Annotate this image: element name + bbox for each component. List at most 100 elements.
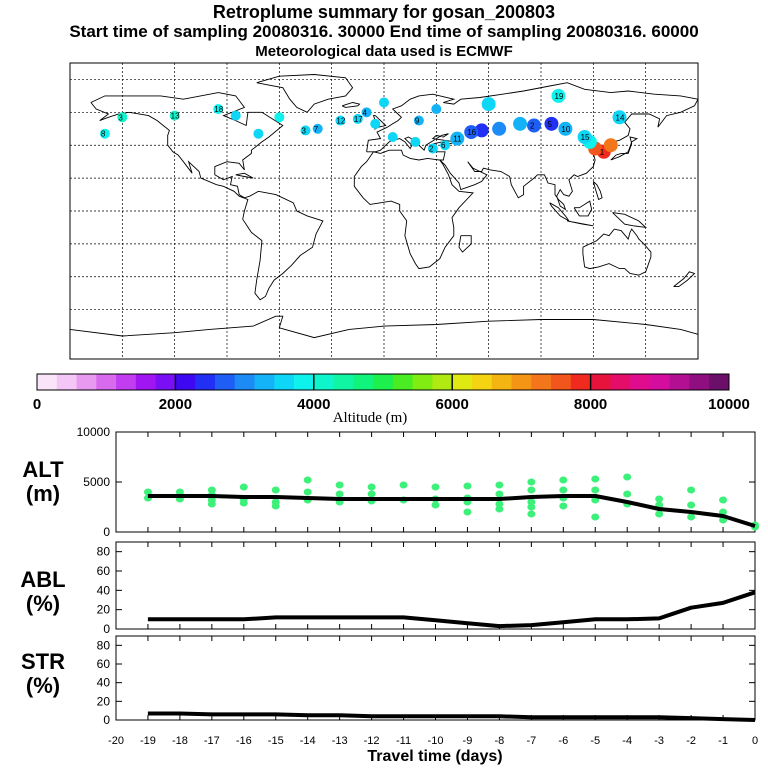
colorbar-swatch <box>76 374 97 390</box>
plume-point <box>612 110 627 125</box>
plume-point <box>335 115 346 126</box>
abl-ytick-label: 60 <box>97 564 111 578</box>
colorbar-swatch <box>116 374 137 390</box>
colorbar-swatch <box>432 374 453 390</box>
coastline <box>235 172 254 179</box>
plume-label: 3 <box>302 126 307 135</box>
colorbar-label: Altitude (m) <box>332 410 408 426</box>
x-tick-label: -5 <box>590 735 600 747</box>
altitude-sample-dot <box>495 490 504 498</box>
colorbar-swatch <box>353 374 374 390</box>
str-panel-frame <box>115 635 756 721</box>
x-tick-label: -15 <box>268 735 284 747</box>
plume-point <box>492 121 507 136</box>
colorbar-swatch <box>551 374 572 390</box>
plume-point <box>117 112 128 123</box>
plume-point <box>544 116 559 131</box>
plume-point <box>352 113 363 124</box>
plume-label: 8 <box>101 130 106 139</box>
alt-unit-text: (m) <box>25 481 61 506</box>
plume-label: 10 <box>561 125 570 134</box>
colorbar-swatch <box>511 374 532 390</box>
altitude-sample-dot <box>527 478 536 486</box>
plume-point <box>450 131 465 146</box>
x-tick-label: 0 <box>752 735 758 747</box>
plume-label: 2 <box>530 121 535 130</box>
plume-label: 14 <box>616 113 625 122</box>
abl-unit-text: (%) <box>25 591 61 616</box>
plume-point <box>387 132 398 142</box>
str-ytick-label: 0 <box>103 713 110 727</box>
plume-label: 2 <box>429 145 434 154</box>
x-tick-label: -6 <box>558 735 568 747</box>
plume-point <box>440 140 451 151</box>
plume-label: 6 <box>441 141 446 150</box>
x-tick-label: -16 <box>236 735 252 747</box>
altitude-sample-dot <box>271 486 280 494</box>
altitude-sample-dot <box>559 486 568 494</box>
x-tick-label: -8 <box>495 735 505 747</box>
plume-point <box>312 123 323 134</box>
abl-series-line <box>147 590 756 629</box>
x-tick-label: -18 <box>172 735 188 747</box>
x-tick-label: -7 <box>526 735 536 747</box>
plume-label: 9 <box>415 117 420 126</box>
colorbar-swatch <box>570 374 591 390</box>
x-tick-label: -17 <box>204 735 220 747</box>
colorbar-swatch <box>471 374 493 390</box>
altitude-sample-dot <box>431 501 440 509</box>
altitude-sample-dot <box>623 473 632 481</box>
colorbar-swatch <box>669 374 690 390</box>
altitude-sample-dot <box>335 490 344 498</box>
str-unit-text: (%) <box>25 673 61 698</box>
colorbar-swatch <box>234 374 255 390</box>
coastline <box>582 228 652 276</box>
plume-point <box>379 97 389 108</box>
colorbar-swatch <box>56 374 77 390</box>
plume-point <box>169 110 180 121</box>
altitude-sample-dot <box>303 476 312 484</box>
altitude-sample-dot <box>655 510 664 518</box>
str-series-line <box>147 711 756 722</box>
altitude-sample-dot <box>591 486 600 494</box>
colorbar-swatch <box>392 374 414 390</box>
abl-ytick-label: 20 <box>97 603 111 617</box>
coastline <box>673 271 696 288</box>
plume-label: 16 <box>467 128 476 137</box>
abl-ytick-label: 40 <box>97 583 111 597</box>
colorbar-swatch <box>491 374 512 390</box>
alt-label-text: ALT <box>22 457 64 482</box>
coastline <box>366 82 699 211</box>
altitude-sample-dot <box>719 496 728 504</box>
altitude-sample-dot <box>527 503 536 511</box>
str-ytick-label: 20 <box>97 694 111 708</box>
x-tick-label: -12 <box>364 735 380 747</box>
altitude-sample-dot <box>175 488 184 496</box>
alt-panel-label: ALT (m) <box>8 458 78 506</box>
str-ytick-label: 80 <box>97 638 111 652</box>
plume-point <box>274 112 285 123</box>
alt-ytick-label: 10000 <box>77 425 111 439</box>
plume-point <box>513 116 528 131</box>
alt-ytick-label: 5000 <box>83 475 110 489</box>
colorbar-swatch <box>709 374 730 390</box>
colorbar-tick-label: 6000 <box>436 396 469 413</box>
plume-point <box>300 125 311 136</box>
altitude-sample-dot <box>495 505 504 513</box>
colorbar-tick-label: 4000 <box>297 396 330 413</box>
x-axis-title: Travel time (days) <box>367 748 503 765</box>
colorbar-swatch <box>412 374 433 390</box>
colorbar-tick-label: 0 <box>33 396 41 413</box>
altitude-sample-dot <box>687 501 696 509</box>
coastline <box>592 181 603 201</box>
altitude-sample-dot <box>367 490 376 498</box>
altitude-sample-dot <box>687 513 696 521</box>
altitude-sample-dot <box>207 486 216 494</box>
x-tick-label: -11 <box>396 735 411 747</box>
plume-point <box>213 104 224 115</box>
altitude-sample-dot <box>143 488 152 496</box>
plume-point <box>431 104 442 115</box>
altitude-sample-dot <box>271 502 280 510</box>
plume-point <box>481 97 496 112</box>
altitude-sample-dot <box>399 481 408 489</box>
